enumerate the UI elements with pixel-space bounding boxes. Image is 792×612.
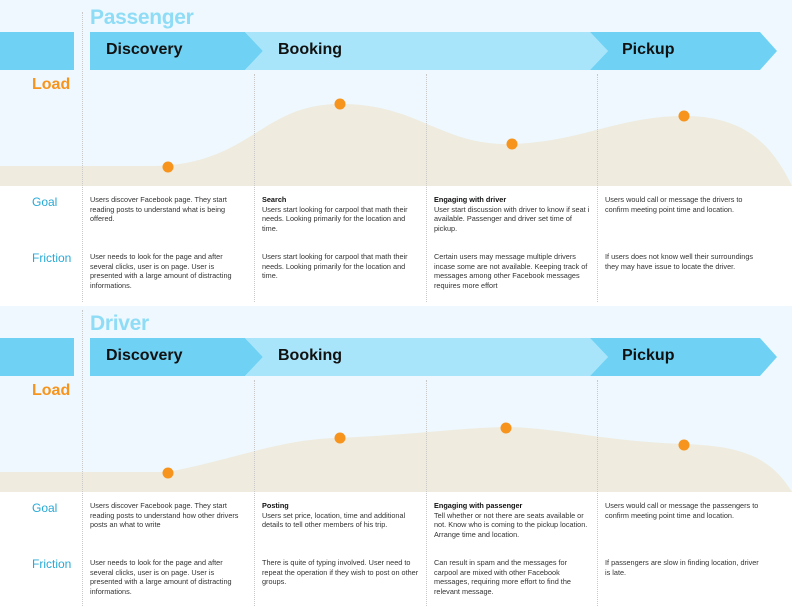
passenger-divider-4: [597, 74, 598, 302]
passenger-load-curve: [0, 98, 792, 186]
goal-text: Tell whether or not there are seats avai…: [434, 510, 588, 539]
passenger-stage-lane: [90, 32, 777, 70]
passenger-load-point-engaging: [506, 138, 518, 150]
driver-divider-3: [426, 380, 427, 606]
goal-text: Users would call or message the drivers …: [605, 195, 743, 214]
driver-stage-stub: [0, 338, 74, 376]
driver-goal-engaging: Engaging with passenger Tell whether or …: [434, 501, 592, 539]
driver-load-area: [0, 427, 792, 492]
goal-text: Users discover Facebook page. They start…: [90, 501, 239, 530]
driver-details-area: [0, 492, 792, 612]
passenger-load-point-pickup: [678, 110, 690, 122]
driver-load-curve: [0, 422, 792, 492]
driver-goal-label: Goal: [32, 501, 58, 515]
passenger-stage-pickup: Pickup: [622, 41, 675, 58]
passenger-divider-1: [82, 12, 83, 302]
passenger-load-point-search: [334, 98, 346, 110]
passenger-goal-booking: Search Users start looking for carpool t…: [262, 195, 420, 233]
passenger-divider-3: [426, 74, 427, 302]
passenger-load-area: [0, 104, 792, 186]
passenger-friction-label: Friction: [32, 251, 72, 265]
driver-divider-1: [82, 310, 83, 606]
passenger-section: Passenger Discovery Booking Pickup Load …: [0, 0, 792, 306]
driver-divider-4: [597, 380, 598, 606]
goal-heading: Search: [262, 195, 287, 204]
passenger-stage-arrow-pickup: [590, 32, 777, 70]
passenger-load-point-discovery: [162, 161, 174, 173]
driver-goal-posting: Posting Users set price, location, time …: [262, 501, 420, 530]
passenger-title: Passenger: [90, 6, 194, 29]
passenger-goal-pickup: Users would call or message the drivers …: [605, 195, 763, 214]
passenger-friction-pickup: If users does not know well their surrou…: [605, 252, 754, 271]
passenger-goal-discovery: Users discover Facebook page. They start…: [90, 195, 248, 224]
passenger-friction-booking: Users start looking for carpool that mat…: [262, 252, 408, 281]
driver-stage-arrow-discovery: [90, 338, 263, 376]
driver-goal-discovery: Users discover Facebook page. They start…: [90, 501, 248, 530]
driver-load-point-pickup: [678, 439, 690, 451]
passenger-friction-discovery: User needs to look for the page and afte…: [90, 252, 232, 290]
driver-section: Driver Discovery Booking Pickup Load Goa…: [0, 306, 792, 612]
driver-friction-discovery: User needs to look for the page and afte…: [90, 558, 232, 596]
driver-friction-pickup: If passengers are slow in finding locati…: [605, 558, 759, 577]
driver-stage-pickup: Pickup: [622, 347, 675, 364]
goal-text: Users would call or message the passenge…: [605, 501, 759, 520]
driver-load-point-engaging: [500, 422, 512, 434]
driver-load-point-discovery: [162, 467, 174, 479]
passenger-stage-stub: [0, 32, 74, 70]
driver-friction-label: Friction: [32, 557, 72, 571]
passenger-goal-engaging: Engaging with driver User start discussi…: [434, 195, 592, 233]
driver-friction-engaging: Can result in spam and the messages for …: [434, 558, 571, 596]
passenger-divider-2: [254, 74, 255, 302]
driver-divider-2: [254, 380, 255, 606]
goal-text: Users start looking for carpool that mat…: [262, 204, 408, 233]
goal-heading: Engaging with driver: [434, 195, 507, 204]
driver-goal-pickup: Users would call or message the passenge…: [605, 501, 763, 520]
passenger-stage-booking: Booking: [278, 41, 342, 58]
driver-load-point-posting: [334, 432, 346, 444]
goal-text: Users set price, location, time and addi…: [262, 510, 406, 530]
driver-friction-posting: There is quite of typing involved. User …: [262, 558, 419, 587]
driver-load-label: Load: [32, 382, 71, 399]
driver-stage-arrow-booking: [245, 338, 608, 376]
driver-stage-booking: Booking: [278, 347, 342, 364]
driver-title: Driver: [90, 312, 149, 335]
driver-stage-lane: [90, 338, 777, 376]
goal-heading: Posting: [262, 501, 289, 510]
driver-stage-arrow-pickup: [590, 338, 777, 376]
driver-stage-discovery: Discovery: [106, 347, 183, 364]
passenger-stage-arrow-booking: [245, 32, 608, 70]
passenger-friction-engaging: Certain users may message multiple drive…: [434, 252, 588, 290]
passenger-goal-label: Goal: [32, 195, 58, 209]
goal-text: User start discussion with driver to kno…: [434, 204, 590, 233]
passenger-stage-discovery: Discovery: [106, 41, 183, 58]
passenger-load-label: Load: [32, 76, 71, 93]
goal-text: Users discover Facebook page. They start…: [90, 195, 227, 224]
passenger-stage-arrow-discovery: [90, 32, 263, 70]
passenger-details-area: [0, 186, 792, 306]
goal-heading: Engaging with passenger: [434, 501, 523, 510]
